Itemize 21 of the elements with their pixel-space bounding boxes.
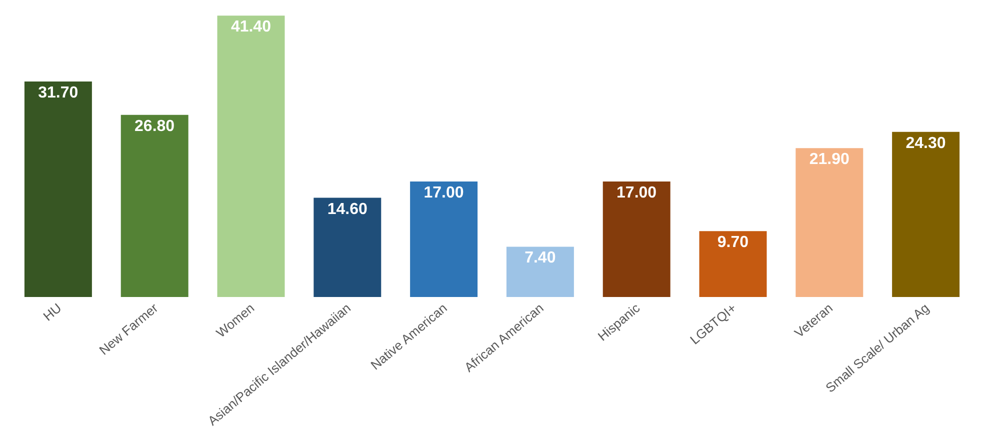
bar <box>217 16 285 297</box>
bar <box>892 132 960 297</box>
data-label: 21.90 <box>809 151 850 168</box>
data-label: 31.70 <box>38 84 78 102</box>
data-label: 17.00 <box>424 184 464 202</box>
bar <box>796 148 864 297</box>
bar <box>602 181 670 297</box>
data-label: 9.70 <box>717 234 749 252</box>
bar <box>314 198 382 297</box>
bar <box>506 246 574 297</box>
bar <box>699 231 767 297</box>
bar <box>120 114 188 297</box>
bar <box>24 82 92 297</box>
x-tick-label: HU <box>40 300 64 324</box>
data-label: 7.40 <box>524 250 556 267</box>
data-label: 14.60 <box>327 200 368 218</box>
data-label: 17.00 <box>616 184 657 202</box>
bar <box>410 181 478 297</box>
data-label: 41.40 <box>230 18 272 36</box>
data-label: 26.80 <box>134 118 175 135</box>
data-label: 24.30 <box>906 134 946 152</box>
